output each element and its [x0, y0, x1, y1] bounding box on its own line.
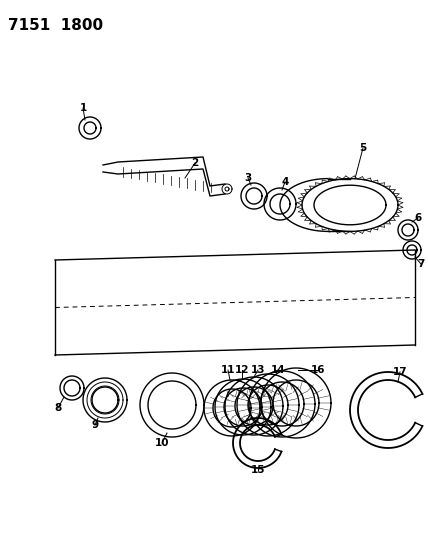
- Text: 17: 17: [392, 367, 407, 377]
- Text: 12: 12: [235, 365, 249, 375]
- Text: 3: 3: [244, 173, 252, 183]
- Text: 5: 5: [360, 143, 367, 153]
- Text: 7: 7: [417, 259, 425, 269]
- Text: 16: 16: [311, 365, 325, 375]
- Text: 11: 11: [221, 365, 235, 375]
- Text: 1: 1: [79, 103, 86, 113]
- Text: 9: 9: [92, 420, 98, 430]
- Text: 6: 6: [414, 213, 422, 223]
- Text: 13: 13: [251, 365, 265, 375]
- Text: 7151  1800: 7151 1800: [8, 18, 103, 33]
- Text: 8: 8: [54, 403, 62, 413]
- Text: 15: 15: [251, 465, 265, 475]
- Text: 14: 14: [270, 365, 285, 375]
- Text: 2: 2: [191, 158, 199, 168]
- Text: 4: 4: [281, 177, 289, 187]
- Text: 10: 10: [155, 438, 169, 448]
